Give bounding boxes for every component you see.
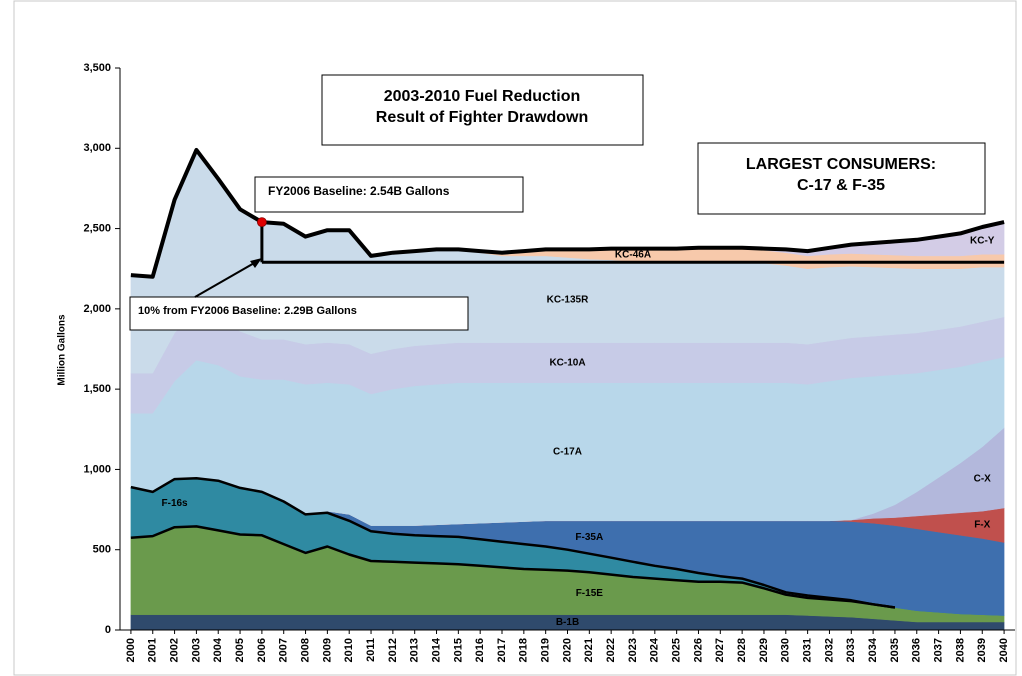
area-label: B-1B [556,617,579,628]
x-tick-label: 2033 [845,638,857,662]
line [130,147,1005,279]
area-label: F-16s [162,498,189,509]
x-tick-label: 2011 [365,638,377,662]
reduction-text: 10% from FY2006 Baseline: 2.29B Gallons [138,305,357,317]
x-tick-label: 2000 [125,638,137,662]
y-axis-label: Million Gallons [57,314,68,386]
x-tick-label: 2003 [190,638,202,662]
area-label: F-15E [576,588,604,599]
x-tick-label: 2029 [758,638,770,662]
x-tick-label: 2024 [649,637,661,662]
x-tick-label: 2017 [496,638,508,662]
x-tick-label: 2006 [256,638,268,662]
title-line: Result of Fighter Drawdown [376,109,588,126]
consumers-box [697,142,986,215]
reduction-box [129,296,469,331]
title-line: 2003-2010 Fuel Reduction [384,88,581,105]
x-tick-label: 2012 [387,638,399,662]
consumers-line: LARGEST CONSUMERS: [746,156,936,173]
y-tick-label: 2,000 [83,303,111,315]
x-tick-label: 2007 [278,638,290,662]
x-tick-label: 2039 [976,638,988,662]
x-tick-label: 2015 [452,638,464,662]
x-tick-label: 2031 [802,638,814,662]
area-label: KC-135R [547,295,589,306]
x-tick-label: 2010 [343,638,355,662]
area-label: F-35A [575,532,603,543]
area-label: C-X [974,474,992,485]
y-tick-label: 0 [105,624,111,636]
baseline-text: FY2006 Baseline: 2.54B Gallons [268,184,450,198]
x-tick-label: 2020 [561,638,573,662]
line [130,525,896,609]
y-tick-label: 1,000 [83,463,111,475]
area-label: KC-10A [549,357,585,368]
x-tick-label: 2034 [867,637,879,662]
y-tick-label: 3,500 [83,62,111,74]
x-tick-label: 2035 [889,638,901,662]
area-label: C-17A [553,446,582,457]
x-tick-label: 2023 [627,638,639,662]
x-tick-label: 2021 [583,638,595,662]
x-tick-label: 2032 [823,638,835,662]
y-tick-label: 3,000 [83,142,111,154]
x-tick-label: 2013 [409,638,421,662]
x-tick-label: 2040 [998,638,1010,662]
x-tick-label: 2027 [714,638,726,662]
x-tick-label: 2004 [212,637,224,662]
frame [13,0,1017,676]
x-tick-label: 2002 [168,638,180,662]
highlight-point [256,217,267,228]
x-tick-label: 2016 [474,638,486,662]
x-tick-label: 2008 [299,638,311,662]
x-tick-label: 2025 [671,638,683,662]
arrow [194,261,257,298]
x-tick-label: 2030 [780,638,792,662]
area-label: KC-Y [970,235,995,246]
line [130,477,896,609]
area-label: KC-46A [615,250,651,261]
y-tick-label: 500 [93,544,111,556]
arrow-head [250,258,262,268]
x-tick-label: 2026 [692,638,704,662]
x-tick-label: 2014 [430,637,442,662]
area-label: F-X [974,519,990,530]
x-tick-label: 2005 [234,638,246,662]
x-tick-label: 2019 [540,638,552,662]
y-tick-label: 1,500 [83,383,111,395]
x-tick-label: 2001 [147,638,159,662]
consumers-line: C-17 & F-35 [797,177,885,194]
x-tick-label: 2037 [933,638,945,662]
x-tick-label: 2038 [954,638,966,662]
x-tick-label: 2018 [518,638,530,662]
baseline-box [254,176,524,213]
title-box [321,74,644,146]
x-tick-label: 2009 [321,638,333,662]
x-tick-label: 2022 [605,638,617,662]
x-tick-label: 2028 [736,638,748,662]
y-tick-label: 2,500 [83,222,111,234]
x-tick-label: 2036 [911,638,923,662]
